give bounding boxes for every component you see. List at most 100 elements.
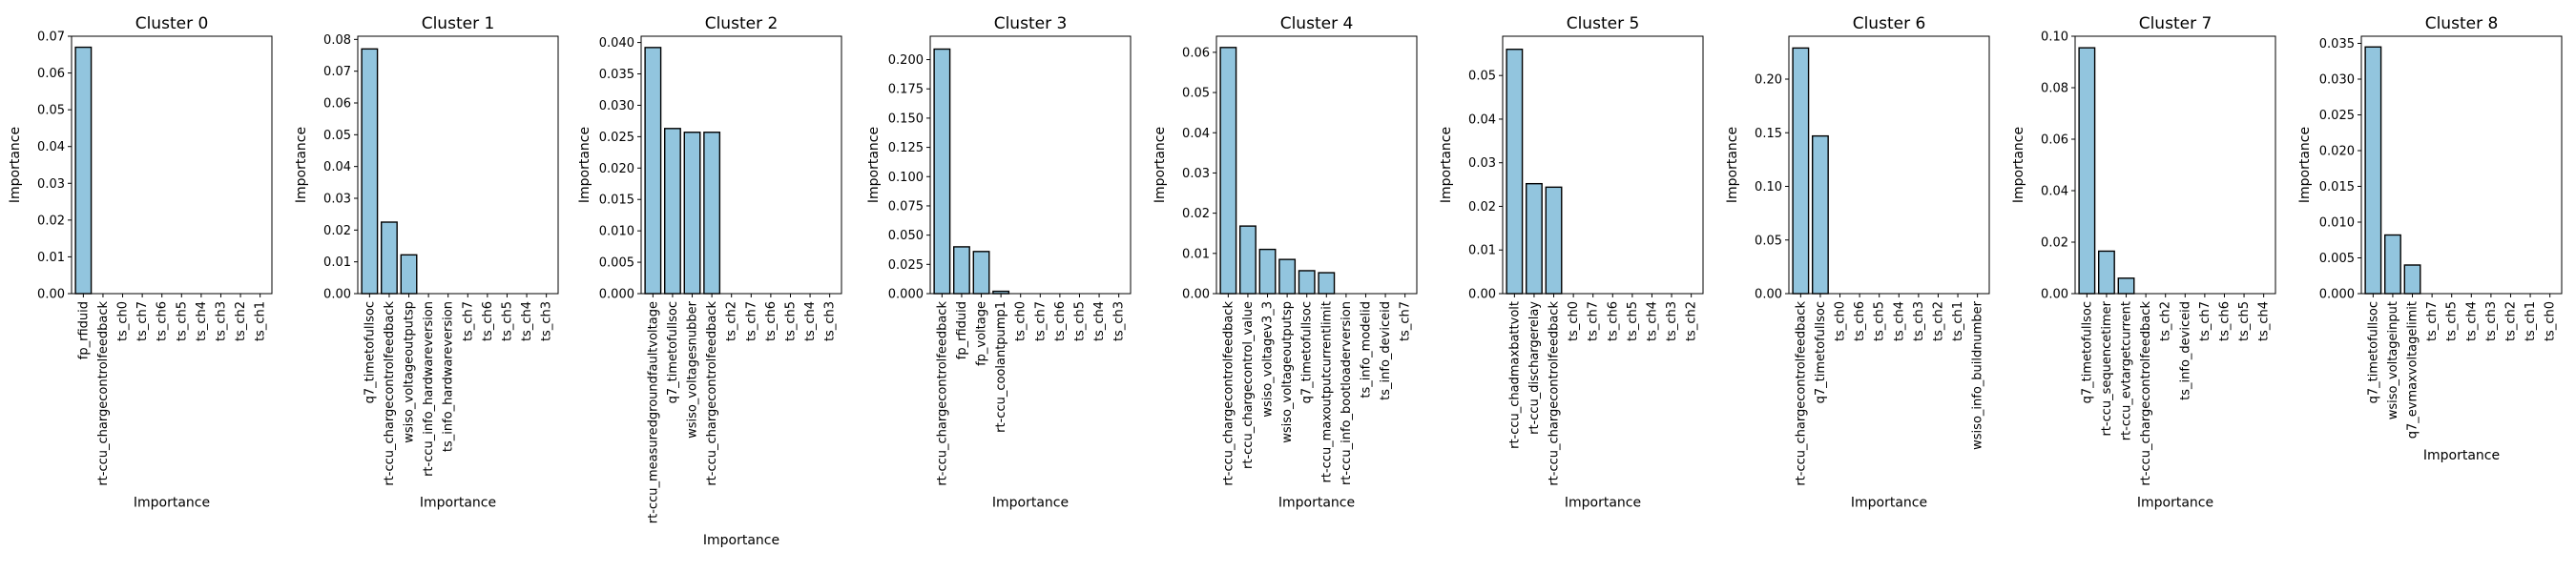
x-tick-label: ts_ch3 xyxy=(2484,301,2499,341)
bar xyxy=(1219,47,1237,295)
plot-frame xyxy=(1215,35,1418,295)
x-tick-label: ts_ch5 xyxy=(2237,301,2252,341)
plot-frame xyxy=(2360,35,2563,295)
bar xyxy=(972,251,990,295)
y-tick-label: 0.10 xyxy=(1755,180,1782,194)
x-tick-label: ts_ch4 xyxy=(520,301,534,341)
x-tick-label: ts_ch4 xyxy=(1645,301,1659,341)
x-tick-label: ts_ch6 xyxy=(1853,301,1867,341)
x-tick-label: fp_rfiduid xyxy=(76,301,91,359)
y-tick-label: 0.075 xyxy=(888,199,924,214)
x-axis-label: Importance xyxy=(2423,448,2500,463)
y-axis-label: Importance xyxy=(1153,127,1168,203)
bar xyxy=(74,46,93,295)
x-axis-label: Importance xyxy=(1565,496,1641,511)
x-tick-label: ts_ch5 xyxy=(1626,301,1640,341)
y-axis-label: Importance xyxy=(8,127,23,203)
y-tick-label: 0.200 xyxy=(888,53,924,68)
x-tick-label: ts_ch6 xyxy=(764,301,779,341)
y-tick-label: 0.05 xyxy=(323,129,351,143)
x-tick-label: ts_ch7 xyxy=(2425,301,2440,341)
y-tick-label: 0.06 xyxy=(37,67,65,81)
y-tick-label: 0.07 xyxy=(37,31,65,45)
x-tick-label: ts_ch6 xyxy=(1053,301,1068,341)
y-tick-label: 0.000 xyxy=(2319,288,2355,302)
y-tick-label: 0.05 xyxy=(1182,87,1210,101)
chart-panel-6: Cluster 6 rt-ccu_chargecontrolfeedback q7_… xyxy=(1725,14,1990,511)
x-axis-label: Importance xyxy=(1278,496,1355,511)
bar xyxy=(2403,264,2421,295)
x-tick-label: rt-ccu_info_bootloaderversion xyxy=(1340,301,1354,485)
x-tick-label: ts_ch2 xyxy=(2503,301,2518,341)
x-tick-label: rt-ccu_chargecontrolfeedback xyxy=(1794,301,1808,486)
y-axis-label: Importance xyxy=(1725,127,1740,203)
y-tick-label: 0.02 xyxy=(323,224,351,238)
y-tick-label: 0.175 xyxy=(888,83,924,97)
y-tick-label: 0.05 xyxy=(1468,70,1496,84)
x-tick-label: ts_ch4 xyxy=(195,301,209,341)
chart-title: Cluster 3 xyxy=(994,14,1068,33)
y-tick-label: 0.010 xyxy=(2319,216,2355,231)
y-tick-label: 0.02 xyxy=(2041,236,2068,251)
y-tick-label: 0.005 xyxy=(2319,252,2355,266)
x-tick-label: ts_ch4 xyxy=(2464,301,2479,341)
plot-frame xyxy=(640,35,842,295)
x-tick-label: ts_ch7 xyxy=(1399,301,1413,341)
y-axis-label: Importance xyxy=(294,127,309,203)
x-tick-label: ts_ch7 xyxy=(2198,301,2212,341)
x-tick-label: wsiso_voltageinput xyxy=(2386,301,2400,419)
chart-title: Cluster 6 xyxy=(1853,14,1926,33)
bar xyxy=(1545,186,1563,295)
plot-frame xyxy=(357,35,559,295)
x-tick-label: q7_timetofullsoc xyxy=(2080,301,2094,403)
y-tick-label: 0.100 xyxy=(888,171,924,185)
bar xyxy=(1318,272,1336,295)
x-tick-label: ts_ch5 xyxy=(1873,301,1887,341)
x-tick-label: rt-ccu_maxoutputcurrentlimit xyxy=(1319,301,1334,482)
bar xyxy=(2078,47,2096,295)
x-tick-label: wsiso_voltageoutputsp xyxy=(403,301,417,443)
y-tick-label: 0.10 xyxy=(2041,31,2068,45)
y-tick-label: 0.08 xyxy=(2041,82,2068,96)
x-tick-label: rt-ccu_chargecontrolfeedback xyxy=(2139,301,2153,486)
bar xyxy=(1239,225,1257,295)
y-tick-label: 0.07 xyxy=(323,65,351,79)
x-tick-label: wsiso_voltageoutputsp xyxy=(1280,301,1295,443)
plot-frame xyxy=(2074,35,2276,295)
x-tick-label: ts_ch2 xyxy=(234,301,248,341)
y-tick-label: 0.01 xyxy=(323,255,351,270)
x-tick-label: rt-ccu_chargecontrolfeedback xyxy=(705,301,719,486)
x-axis-label: Importance xyxy=(992,496,1069,511)
bar xyxy=(2384,234,2401,295)
x-tick-label: rt-ccu_coolantpump1 xyxy=(994,301,1008,433)
y-tick-label: 0.035 xyxy=(2319,37,2355,51)
x-tick-label: q7_timetofullsoc xyxy=(1300,301,1315,403)
bar xyxy=(381,221,398,295)
y-tick-label: 0.00 xyxy=(1755,288,1782,302)
x-tick-label: ts_info_deviceid xyxy=(1379,301,1393,400)
x-tick-label: ts_ch6 xyxy=(2217,301,2232,341)
y-tick-label: 0.15 xyxy=(1755,127,1782,141)
x-tick-label: ts_ch4 xyxy=(1092,301,1107,341)
x-tick-label: ts_ch3 xyxy=(1112,301,1127,341)
x-tick-label: rt-ccu_info_hardwareversion xyxy=(422,301,436,477)
bar xyxy=(1278,258,1297,295)
x-tick-label: ts_ch4 xyxy=(1892,301,1906,341)
chart-panel-7: Cluster 7 q7_timetofullsoc rt-ccu_sequence… xyxy=(2011,14,2276,511)
x-tick-label: rt-ccu_chargecontrolfeedback xyxy=(383,301,397,486)
x-tick-label: wsiso_voltagev3_3 xyxy=(1261,301,1276,418)
x-axis-label: Importance xyxy=(1851,496,1927,511)
y-tick-label: 0.050 xyxy=(888,229,924,243)
x-tick-label: ts_info_deviceid xyxy=(2178,301,2192,400)
y-tick-label: 0.00 xyxy=(1468,288,1496,302)
x-tick-label: ts_ch0 xyxy=(2544,301,2558,341)
x-tick-label: ts_ch5 xyxy=(1072,301,1087,341)
x-axis-label: Importance xyxy=(2137,496,2213,511)
y-tick-label: 0.025 xyxy=(2319,109,2355,123)
plot-frame xyxy=(71,35,273,295)
x-tick-label: rt-ccu_sequencetimer xyxy=(2100,300,2114,436)
chart-title: Cluster 1 xyxy=(422,14,495,33)
bar xyxy=(933,48,951,295)
x-tick-label: ts_ch2 xyxy=(1685,301,1699,341)
